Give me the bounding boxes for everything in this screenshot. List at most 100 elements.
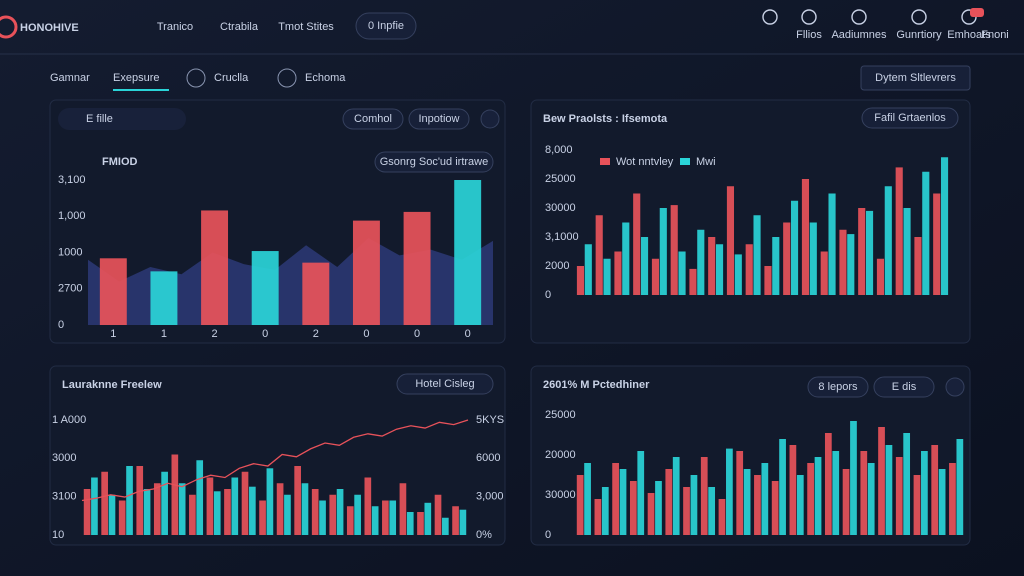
bar [715,244,724,295]
bar [143,489,151,535]
bar [884,186,892,295]
bar [442,517,449,535]
bar [689,268,697,295]
bar [790,200,799,295]
bar [938,469,946,535]
bar [434,494,442,535]
bar [850,421,857,535]
bar [783,222,791,295]
bar [302,262,330,325]
bar [876,258,885,295]
bar [594,499,602,535]
nav-icon-label: Fllios [796,29,822,41]
tabs-button[interactable] [860,65,971,91]
y-axis-label: 3000 [52,452,76,464]
search-box[interactable] [58,108,186,130]
bar [452,506,459,535]
bar [196,460,204,535]
bar [672,457,680,535]
bar [389,500,397,535]
control-label: 8 lepors [818,381,858,393]
bar [126,466,133,535]
bar [424,502,432,535]
panel-title: 2601% M Pctedhiner [543,379,650,391]
bar [301,483,309,535]
bar [266,468,274,535]
bar [99,258,127,325]
panel-pill-label: Fafil Grtaenlos [874,112,946,124]
bar [83,489,91,535]
bar [745,244,753,295]
bar [201,210,229,325]
nav-icon[interactable] [762,9,778,25]
y-axis-label: 1 A000 [52,414,86,426]
panel-pill-label: Gsonrg Soc'ud irtrawe [380,156,488,168]
bar [895,457,903,535]
y-axis-label: 3,100 [58,174,86,186]
bar [903,208,911,295]
bar [753,215,761,295]
tabs-button-label: Dytem Sltlevrers [875,72,956,84]
control-icon[interactable] [945,377,965,397]
tab[interactable]: Gamnar [50,72,90,84]
badge [970,8,984,17]
bar [867,463,875,535]
bar [311,489,319,535]
y-axis-label: 0 [545,289,551,301]
nav-link[interactable]: Ctrabila [220,21,259,33]
control[interactable] [342,108,404,130]
x-axis-label: 1 [161,328,167,340]
bar [346,506,354,535]
bar [603,258,611,295]
y-axis-label: 0 [58,319,64,331]
bar [161,471,168,535]
bar [931,445,939,535]
nav-icon[interactable] [851,9,867,25]
bar [828,193,836,295]
nav-link[interactable]: Tmot Stites [278,21,334,33]
bar [118,500,126,535]
nav-link[interactable]: Tranico [157,21,193,33]
y2-axis-label: 3,000 [476,491,504,503]
bar [206,477,214,535]
control[interactable] [408,108,470,130]
bar [399,483,407,535]
bar [417,512,424,535]
panel-pill[interactable] [861,107,959,129]
nav-button[interactable] [355,12,417,40]
bar [754,475,761,535]
control[interactable] [873,376,935,398]
panel-pill-label: Hotel Cisleg [415,378,474,390]
tab[interactable]: Echoma [305,72,346,84]
control-icon[interactable] [480,109,500,129]
bar [718,499,726,535]
area [88,238,493,325]
bar [809,222,817,295]
bar [801,179,810,295]
bar [933,193,941,295]
bar [734,254,742,295]
logo: HONOHIVE [20,22,79,34]
bar [847,234,855,295]
y-axis-label: 30000 [545,489,576,501]
y-axis-label: 25000 [545,409,576,421]
bar [659,208,667,295]
tab[interactable]: Cruclla [214,72,249,84]
control[interactable] [807,376,869,398]
bar [101,471,108,535]
y-axis-label: 2700 [58,283,82,295]
tab-icon [277,68,297,88]
tab[interactable]: Exepsure [113,72,159,84]
nav-icon[interactable] [911,9,927,25]
bar [640,237,649,295]
control-label: Inpotiow [419,113,460,125]
panel-pill[interactable] [374,151,494,173]
nav-icon[interactable] [801,9,817,25]
y-axis-label: 2000 [545,260,569,272]
panel-pill[interactable] [396,373,494,395]
bar [647,493,655,535]
bar [708,487,716,535]
bar [614,251,622,295]
tab-icon [186,68,206,88]
y-axis-label: 20000 [545,449,576,461]
